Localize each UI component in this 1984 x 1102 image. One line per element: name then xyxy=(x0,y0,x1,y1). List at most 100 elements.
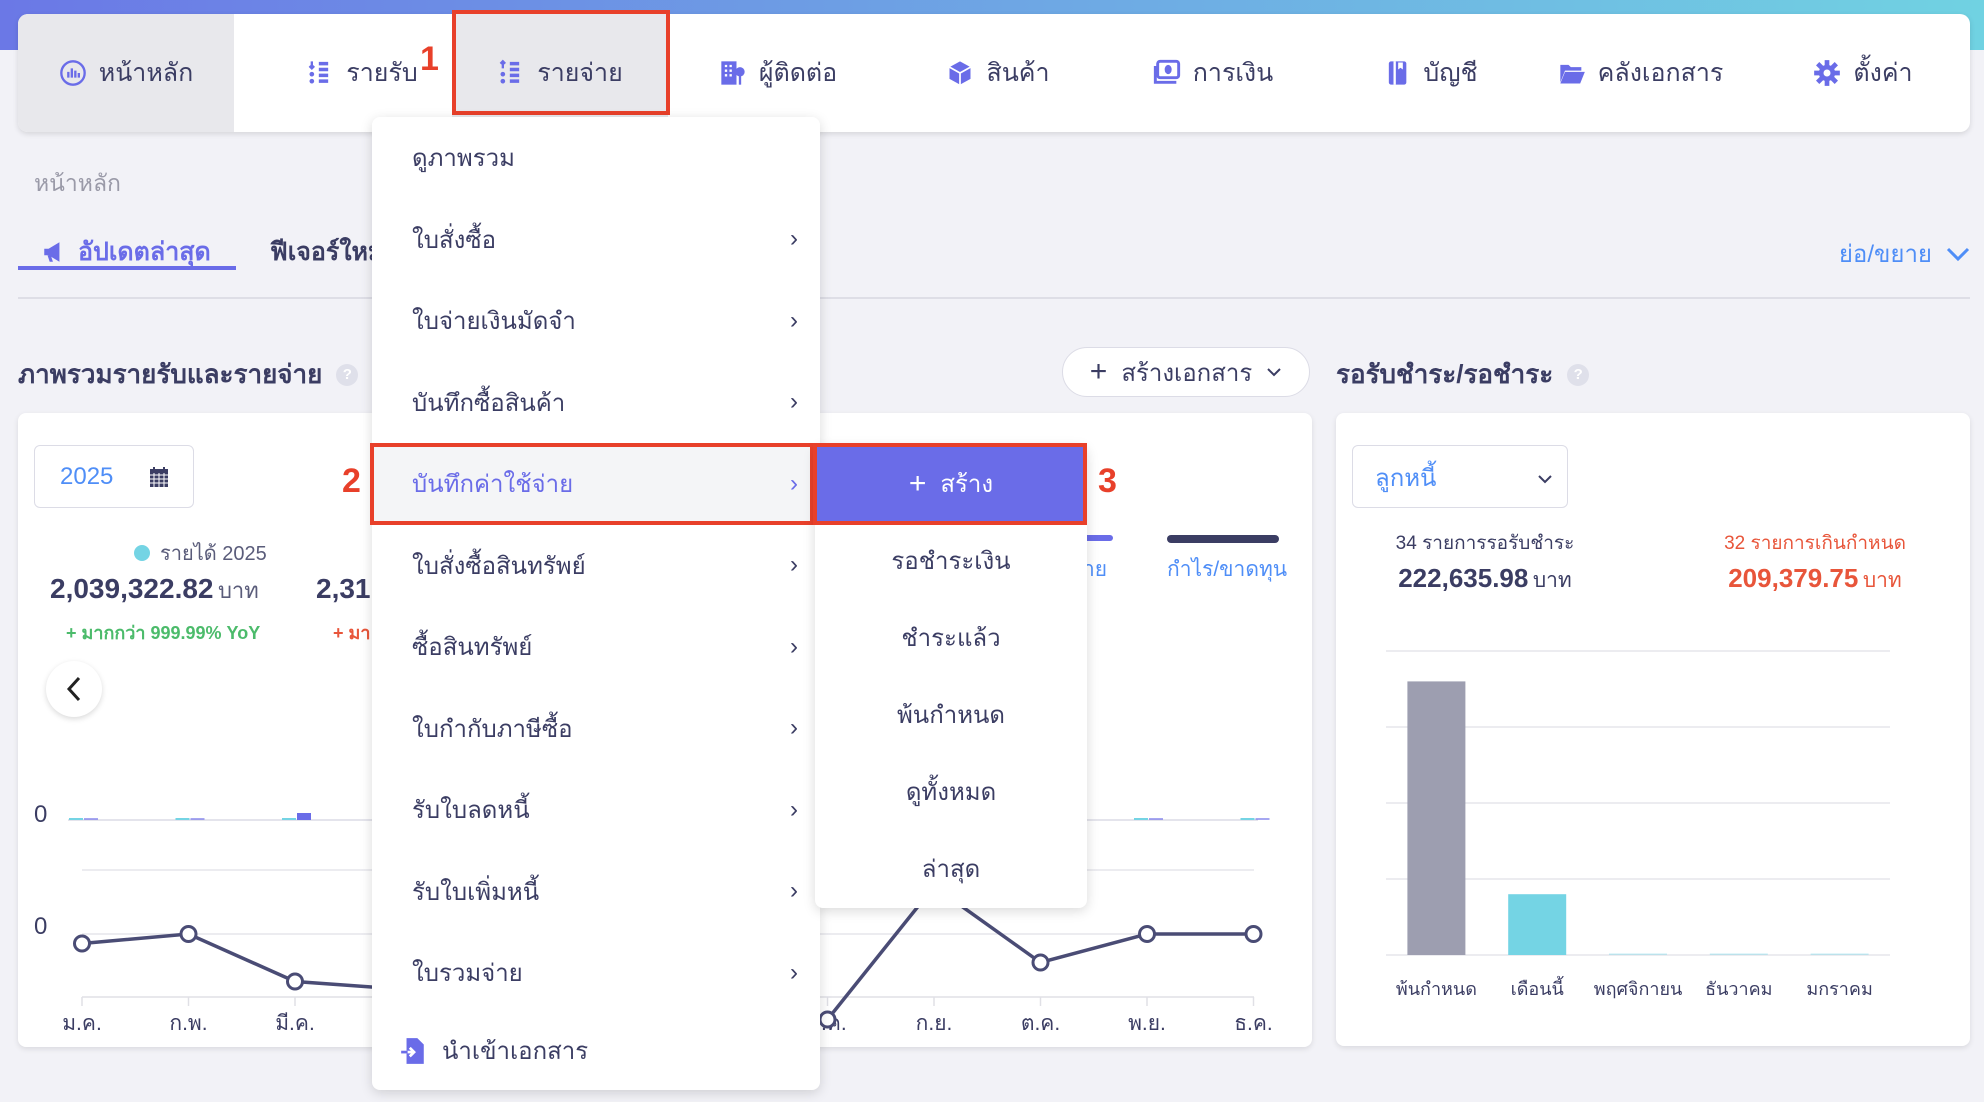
menu-item-label: ใบรวมจ่าย xyxy=(412,960,523,987)
menu-item[interactable]: รับใบลดหนี้ › xyxy=(372,769,820,850)
annotation-step-2: 2 xyxy=(342,462,361,500)
menu-item-import-document[interactable]: นำเข้าเอกสาร xyxy=(372,1010,820,1091)
help-icon[interactable]: ? xyxy=(336,363,359,386)
collapse-expand-toggle[interactable]: ย่อ/ขยาย xyxy=(1839,234,1970,273)
bar-expense xyxy=(1255,818,1270,820)
aging-x-label: มกราคม xyxy=(1806,979,1872,999)
income-total: 2,039,322.82 บาท xyxy=(50,573,259,608)
nav-item-finance[interactable]: การเงิน xyxy=(1133,14,1293,132)
chevron-right-icon: › xyxy=(790,632,798,660)
plus-icon: + xyxy=(908,466,927,500)
income-list-icon xyxy=(308,61,329,84)
menu-item[interactable]: ใบรวมจ่าย › xyxy=(372,932,820,1013)
menu-item[interactable]: ดูภาพรวม xyxy=(372,117,820,198)
chevron-down-icon xyxy=(1946,247,1970,261)
overdue-value: 209,379.75 xyxy=(1728,563,1859,593)
chevron-down-icon xyxy=(1267,368,1281,377)
menu-item[interactable]: ใบสั่งซื้อสินทรัพย์ › xyxy=(372,525,820,606)
year-picker[interactable]: 2025 xyxy=(34,445,194,508)
profit-point xyxy=(818,1010,837,1029)
nav-item-products[interactable]: สินค้า xyxy=(928,14,1068,132)
submenu-item[interactable]: ล่าสุด xyxy=(815,830,1087,907)
expense-value: 2,31 xyxy=(316,573,371,604)
submenu-item-label: ล่าสุด xyxy=(921,856,981,883)
chevron-right-icon: › xyxy=(790,714,798,741)
overdue-count: 32 รายการเกินกำหนด xyxy=(1724,533,1906,554)
top-navigation: หน้าหลัก รายรับ รายจ่าย ผู้ติดต่อ สินค้า… xyxy=(18,14,1970,132)
menu-item[interactable]: รับใบเพิ่มหนี้ › xyxy=(372,851,820,932)
submenu-item[interactable]: ชำระแล้ว xyxy=(815,599,1087,676)
tab-label: ฟีเจอร์ใหม่ xyxy=(270,238,372,266)
aging-bar xyxy=(1810,953,1869,955)
create-label: สร้าง xyxy=(940,471,994,498)
overview-title: ภาพรวมรายรับและรายจ่าย ? xyxy=(18,354,359,395)
menu-item[interactable]: ใบกำกับภาษีซื้อ › xyxy=(372,688,820,769)
aging-bar xyxy=(1407,681,1466,955)
debtor-filter-select[interactable]: ลูกหนี้ xyxy=(1352,445,1568,508)
menu-item-label: ใบกำกับภาษีซื้อ xyxy=(412,715,573,743)
legend-profit-swatch xyxy=(1167,535,1279,543)
nav-item-contacts[interactable]: ผู้ติดต่อ xyxy=(698,14,858,132)
profit-line xyxy=(81,884,1254,1022)
nav-label: การเงิน xyxy=(1192,59,1274,87)
line-y-zero-label: 0 xyxy=(34,913,48,940)
submenu-item[interactable]: รอชำระเงิน xyxy=(815,522,1087,599)
x-tick-label: ก.ย. xyxy=(916,1012,953,1035)
income-legend-dot xyxy=(134,545,150,561)
menu-item[interactable]: ซื้อสินทรัพย์ › xyxy=(372,606,820,687)
menu-item-label: ใบสั่งซื้อ xyxy=(412,226,497,254)
help-icon[interactable]: ? xyxy=(1567,363,1590,386)
submenu-item[interactable]: ดูทั้งหมด xyxy=(815,753,1087,830)
nav-item-settings[interactable]: ตั้งค่า xyxy=(1788,14,1938,132)
tab-latest-updates[interactable]: อัปเดตล่าสุด xyxy=(40,232,211,272)
expense-yoy: + มา xyxy=(333,623,371,643)
pending-total: 222,635.98 บาท xyxy=(1370,563,1600,597)
menu-item-label: ใบจ่ายเงินมัดจำ xyxy=(412,308,576,335)
tab-label: อัปเดตล่าสุด xyxy=(78,238,211,266)
legend-expense-label[interactable]: าย xyxy=(1083,558,1108,581)
chevron-right-icon: › xyxy=(790,551,798,578)
submenu-item[interactable]: พ้นกำหนด xyxy=(815,676,1087,753)
bar-expense xyxy=(1149,818,1163,820)
bar-expense xyxy=(190,818,205,820)
x-tick-label: ม.ค. xyxy=(62,1012,102,1035)
menu-item[interactable]: ใบจ่ายเงินมัดจำ › xyxy=(372,280,820,361)
menu-item[interactable]: บันทึกซื้อสินค้า › xyxy=(372,362,820,443)
submenu-item-label: ชำระแล้ว xyxy=(901,625,1001,652)
nav-item-home[interactable]: หน้าหลัก xyxy=(18,14,234,132)
active-tab-underline xyxy=(18,266,236,270)
create-document-button[interactable]: + สร้างเอกสาร xyxy=(1062,347,1310,397)
menu-item-label: บันทึกค่าใช้จ่าย xyxy=(412,471,574,498)
menu-item-label: รับใบลดหนี้ xyxy=(412,797,530,824)
contacts-building-icon xyxy=(721,61,745,85)
chevron-left-icon xyxy=(66,676,81,702)
menu-item[interactable]: ใบสั่งซื้อ › xyxy=(372,199,820,280)
menu-item-label: บันทึกซื้อสินค้า xyxy=(412,389,566,417)
profit-point xyxy=(179,925,198,943)
expense-list-icon xyxy=(499,59,520,84)
nav-item-accounting[interactable]: บัญชี xyxy=(1358,14,1503,132)
annotation-box-expense-tab xyxy=(452,10,670,115)
create-expense-button[interactable]: + สร้าง xyxy=(815,445,1087,522)
receivables-card: ลูกหนี้ 34 รายการรอรับชำระ 222,635.98 บา… xyxy=(1336,413,1970,1046)
currency-label: บาท xyxy=(1532,569,1572,592)
nav-label: คลังเอกสาร xyxy=(1597,59,1724,87)
tab-new-features[interactable]: ฟีเจอร์ใหม่ xyxy=(260,232,372,272)
nav-item-documents[interactable]: คลังเอกสาร xyxy=(1548,14,1733,132)
x-tick-label: ก.พ. xyxy=(169,1012,207,1035)
nav-item-income[interactable]: รายรับ xyxy=(282,14,442,132)
receivables-title: รอรับชำระ/รอชำระ ? xyxy=(1336,354,1590,395)
expense-dropdown-menu: ดูภาพรวม ใบสั่งซื้อ › ใบจ่ายเงินมัดจำ › บันทึ… xyxy=(372,117,820,1090)
aging-x-label: พฤศจิกายน xyxy=(1594,979,1683,999)
bar-income xyxy=(69,818,83,820)
dashboard-gauge-icon xyxy=(59,60,86,86)
legend-profit-label[interactable]: กำไร/ขาดทุน xyxy=(1167,558,1288,581)
chevron-down-icon xyxy=(1538,475,1552,484)
pending-count: 34 รายการรอรับชำระ xyxy=(1395,533,1575,554)
nav-label: ตั้งค่า xyxy=(1853,59,1913,87)
menu-item[interactable]: บันทึกค่าใช้จ่าย › xyxy=(372,443,820,524)
collapse-label: ย่อ/ขยาย xyxy=(1838,241,1932,268)
previous-button[interactable] xyxy=(46,661,102,717)
annotation-box-expense-record xyxy=(370,443,814,525)
bar-y-zero-label: 0 xyxy=(34,801,48,828)
